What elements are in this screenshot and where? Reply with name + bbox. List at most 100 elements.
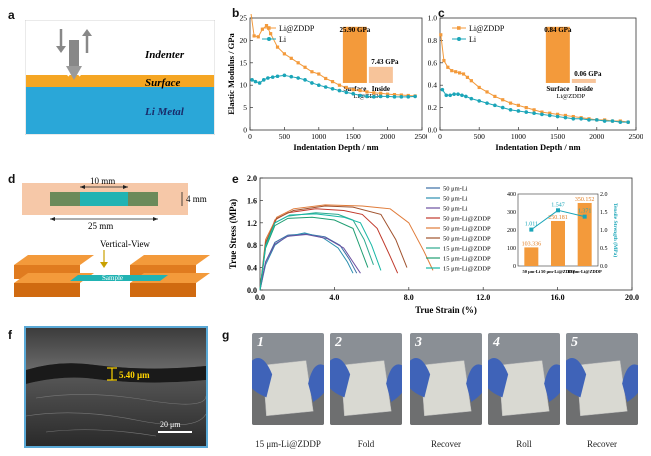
series-line (441, 89, 629, 123)
data-point (448, 93, 452, 98)
y-tick-label: 0.4 (247, 264, 257, 273)
scale-bar-label: 20 μm (160, 420, 181, 429)
data-point (310, 81, 314, 85)
legend-label: 50 μm-Li (443, 206, 468, 213)
y-tick-label: 2.0 (247, 174, 257, 183)
data-point (303, 65, 307, 69)
data-point (317, 72, 321, 76)
data-point (392, 93, 397, 97)
legend-label: 50 μm-Li (443, 186, 468, 193)
inset-category-label: 15 μm-Li@ZDDP (568, 269, 602, 274)
stress-strain-curve (259, 213, 382, 291)
legend-label: Li@ZDDP (469, 24, 505, 33)
data-point (351, 88, 355, 92)
inset-value-label: 0.84 GPa (544, 26, 572, 34)
data-point (460, 93, 464, 98)
indenter-label: Indenter (144, 49, 185, 61)
data-point (337, 83, 342, 87)
data-point (477, 85, 481, 90)
inset-value-label: 7.43 GPa (371, 58, 399, 66)
x-tick-label: 1000 (311, 132, 326, 141)
inset-y-tick-label: 100 (507, 246, 516, 252)
arrow-down-icon (100, 262, 108, 268)
length-dim-label: 25 mm (88, 221, 113, 231)
legend-marker (457, 26, 461, 30)
data-point (485, 90, 489, 94)
sample-schematic: 10 mm 25 mm 4 mm Vertical-View Sample (14, 176, 210, 297)
data-point (461, 72, 466, 76)
data-point (516, 103, 520, 107)
data-point (579, 117, 583, 121)
data-point (351, 91, 355, 96)
inset-bar (551, 220, 565, 266)
inset-y2-tick-label: 0.5 (600, 246, 608, 252)
photo-scene (252, 333, 324, 425)
photo-step-1: 1 (252, 333, 324, 425)
y-axis-label: True Stress (MPa) (228, 199, 238, 269)
inset-y2-tick-label: 1.0 (600, 228, 608, 234)
data-point (456, 92, 460, 96)
data-point (442, 58, 446, 63)
data-point (540, 110, 544, 114)
photo-caption: Recover (587, 439, 617, 449)
photo-step-number: 2 (335, 335, 342, 350)
inset-bar (524, 247, 539, 266)
data-point (289, 56, 293, 60)
data-point (344, 90, 349, 95)
inset-y2-label: Tensile Strength (MPa) (612, 203, 619, 258)
photo-step-3: 3 (410, 333, 482, 425)
inset-bar (342, 26, 367, 83)
elastic-modulus-chart: 0 500 1000 1500 2000 2500 0 5 10 15 20 25 Indentatio… (226, 14, 427, 152)
data-point (626, 120, 630, 124)
plot-frame (249, 17, 423, 131)
data-point (330, 86, 335, 91)
inset-bar (368, 66, 393, 83)
inset-value-label: 25.90 GPa (340, 26, 371, 34)
photo-caption: Roll (516, 439, 532, 449)
data-point (275, 74, 280, 79)
inset-category-label: Surface (546, 85, 569, 93)
inset-strength-label: 1.011 (525, 222, 538, 228)
legend-marker (267, 37, 271, 41)
data-point (516, 109, 521, 113)
data-point (493, 94, 497, 98)
data-point (485, 101, 489, 105)
data-point (296, 61, 300, 65)
panel-f-letter: f (8, 328, 12, 342)
data-point (454, 70, 458, 74)
stress-strain-curve (259, 216, 369, 291)
y-tick-label: 10 (240, 81, 248, 90)
data-point (323, 85, 328, 89)
y-tick-label: 0.4 (428, 81, 437, 90)
inset-category-label: 50 μm-Li@ZDDP (541, 269, 575, 274)
inset-strength-point (556, 208, 560, 213)
data-point (532, 111, 536, 115)
photo-scene (566, 333, 638, 425)
width-dim-label: 10 mm (90, 176, 115, 186)
data-point (501, 98, 505, 102)
data-point (452, 92, 456, 96)
data-point (469, 96, 474, 101)
stress-strain-curve (259, 208, 399, 291)
data-point (556, 112, 560, 116)
x-tick-label: 8.0 (404, 293, 414, 302)
x-tick-label: 20.0 (625, 293, 639, 302)
data-point (469, 79, 473, 83)
data-point (386, 92, 390, 96)
inset-strength-label: 1.371 (578, 209, 592, 215)
data-point (618, 120, 623, 124)
photo-scene (488, 333, 560, 425)
data-point (296, 76, 300, 80)
inset-value-label: 103.336 (522, 241, 542, 247)
data-point (358, 88, 362, 93)
data-point (324, 76, 328, 81)
x-tick-label: 500 (279, 132, 291, 141)
indentation-schematic: Indenter Surface Li Metal (25, 20, 215, 135)
panel-g-letter: g (222, 328, 230, 342)
y-tick-label: 0 (243, 126, 247, 135)
inset-y2-tick-label: 2.0 (600, 192, 608, 198)
legend-label: Li (469, 35, 477, 44)
data-point (446, 65, 450, 69)
data-point (563, 115, 568, 120)
data-point (563, 113, 568, 118)
